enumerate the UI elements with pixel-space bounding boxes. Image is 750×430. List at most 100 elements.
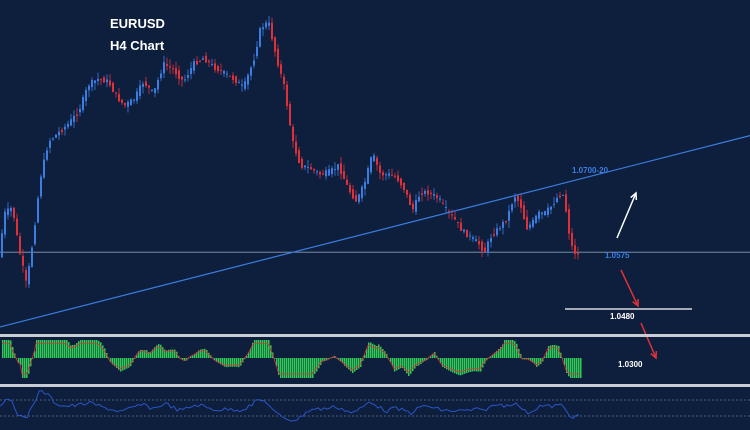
macd-bar xyxy=(338,358,340,360)
macd-bar xyxy=(516,343,518,358)
macd-bar xyxy=(506,340,508,358)
candle-body xyxy=(304,165,306,168)
macd-bar xyxy=(514,341,516,358)
macd-bar xyxy=(138,351,140,358)
candle-body xyxy=(565,194,567,212)
candle-body xyxy=(136,91,138,101)
candle-body xyxy=(19,236,21,254)
candle-body xyxy=(553,203,555,205)
candle-body xyxy=(484,247,486,252)
candle-body xyxy=(334,169,336,171)
macd-bar xyxy=(124,358,126,370)
candle-body xyxy=(544,211,546,216)
candle-body xyxy=(370,157,372,173)
candle-body xyxy=(487,241,489,253)
candle-body xyxy=(214,63,216,70)
macd-bar xyxy=(16,358,18,359)
candle-body xyxy=(463,229,465,232)
macd-bar xyxy=(304,358,306,378)
candle-body xyxy=(157,79,159,90)
candle-body xyxy=(34,225,36,245)
macd-bar xyxy=(52,340,54,358)
macd-bar xyxy=(130,358,132,367)
macd-bar xyxy=(4,340,6,358)
macd-bar xyxy=(518,348,520,358)
macd-bar xyxy=(410,358,412,374)
candle-body xyxy=(37,198,39,223)
macd-bar xyxy=(318,358,320,369)
candle-body xyxy=(256,46,258,57)
macd-bar xyxy=(432,354,434,358)
macd-bar xyxy=(86,340,88,358)
macd-bar xyxy=(154,347,156,358)
candle-body xyxy=(181,76,183,80)
candle-body xyxy=(457,221,459,223)
macd-bar xyxy=(46,340,48,358)
macd-bar xyxy=(26,358,28,378)
candle-body xyxy=(526,216,528,230)
candle-body xyxy=(139,85,141,97)
macd-bar xyxy=(100,342,102,358)
candle-body xyxy=(100,79,102,81)
candle-body xyxy=(73,115,75,122)
candle-body xyxy=(286,84,288,106)
macd-bar xyxy=(510,340,512,358)
candle-body xyxy=(535,215,537,223)
macd-bar xyxy=(450,358,452,372)
macd-bar xyxy=(204,348,206,358)
macd-bar xyxy=(232,358,234,367)
macd-bar xyxy=(278,358,280,375)
macd-bar xyxy=(284,358,286,378)
candle-body xyxy=(424,190,426,194)
candle-body xyxy=(550,206,552,210)
candle-body xyxy=(55,134,57,138)
macd-bar xyxy=(64,340,66,358)
candle-body xyxy=(388,173,390,176)
candle-body xyxy=(205,55,207,63)
candle-body xyxy=(103,77,105,83)
candle-body xyxy=(538,211,540,219)
macd-bar xyxy=(368,342,370,358)
macd-bar xyxy=(24,358,26,378)
candle-body xyxy=(220,69,222,71)
macd-bar xyxy=(32,358,34,359)
macd-bar xyxy=(128,358,130,368)
macd-bar xyxy=(266,340,268,358)
candle-body xyxy=(10,208,12,212)
candle-body xyxy=(445,206,447,208)
macd-bar xyxy=(384,351,386,358)
macd-signal-line xyxy=(2,343,580,375)
macd-bar xyxy=(238,358,240,368)
macd-bar xyxy=(22,358,24,378)
macd-bar xyxy=(98,340,100,358)
candle-body xyxy=(91,80,93,88)
macd-bar xyxy=(66,340,68,358)
macd-bar xyxy=(320,358,322,365)
macd-bar xyxy=(420,358,422,364)
candle-body xyxy=(148,85,150,88)
macd-bar xyxy=(456,358,458,375)
macd-bar xyxy=(80,340,82,358)
macd-bar xyxy=(58,340,60,358)
candle-body xyxy=(253,60,255,66)
candle-body xyxy=(142,83,144,87)
macd-bar xyxy=(458,358,460,376)
macd-bar xyxy=(398,358,400,370)
macd-bar xyxy=(302,358,304,378)
candle-body xyxy=(118,94,120,102)
macd-bar xyxy=(268,340,270,358)
candle-body xyxy=(121,99,123,103)
macd-bar xyxy=(418,358,420,366)
candle-body xyxy=(475,239,477,242)
macd-bar xyxy=(448,358,450,371)
macd-bar xyxy=(346,358,348,368)
candle-body xyxy=(301,158,303,168)
candle-body xyxy=(472,237,474,239)
macd-bar xyxy=(262,340,264,358)
candle-body xyxy=(331,168,333,175)
candle-body xyxy=(190,68,192,75)
macd-bar xyxy=(452,358,454,373)
macd-bar xyxy=(112,358,114,365)
